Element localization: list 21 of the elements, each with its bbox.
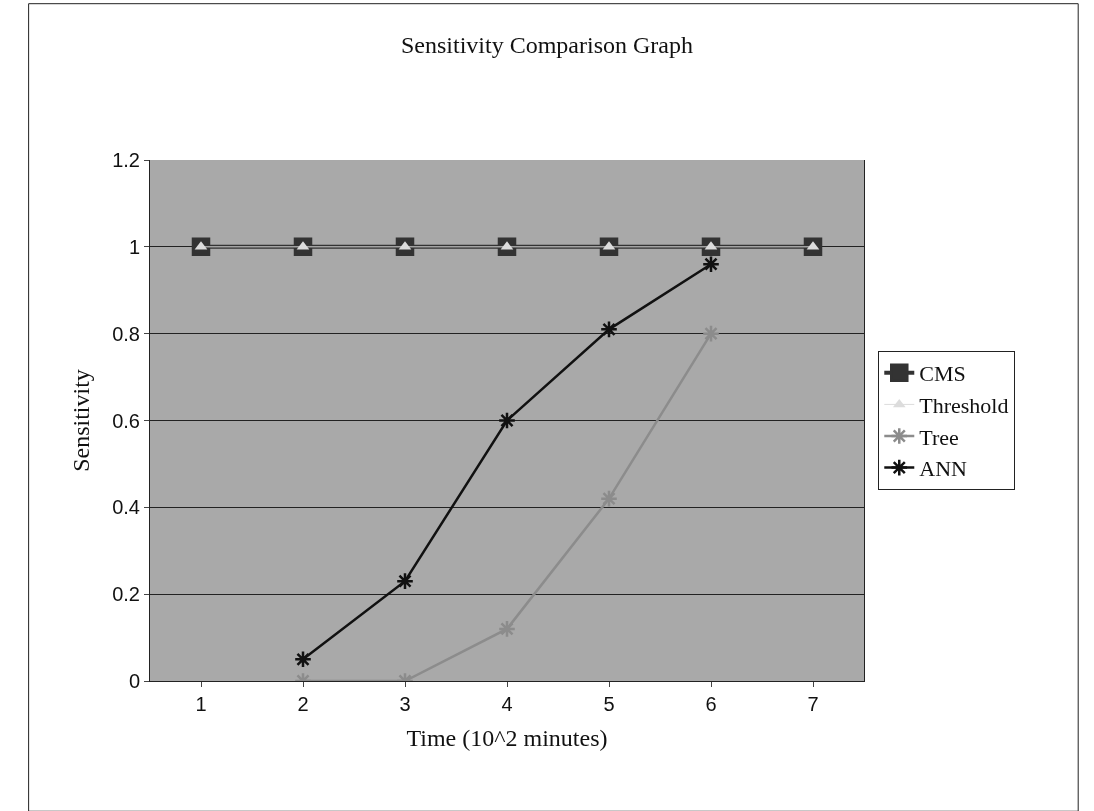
y-tick-label: 0.4 bbox=[112, 496, 140, 519]
y-tick-label: 0.8 bbox=[112, 322, 140, 345]
x-tick-label: 4 bbox=[501, 693, 513, 715]
legend-label: ANN bbox=[919, 456, 968, 482]
x-tick-label: 2 bbox=[297, 693, 309, 715]
y-tick-label: 0.2 bbox=[112, 583, 140, 606]
y-tick-label: 1 bbox=[128, 235, 140, 258]
x-tick-label: 3 bbox=[399, 693, 411, 715]
x-tick-label: 1 bbox=[195, 693, 207, 715]
x-tick-label: 5 bbox=[603, 693, 615, 715]
chart-title: Sensitivity Comparison Graph bbox=[401, 32, 693, 59]
x-tick-label: 6 bbox=[705, 693, 717, 715]
legend-label: Threshold bbox=[919, 392, 1009, 418]
x-tick-label: 7 bbox=[807, 693, 819, 715]
legend-label: Tree bbox=[919, 424, 959, 450]
legend-label: CMS bbox=[919, 361, 966, 387]
y-tick-label: 0 bbox=[128, 670, 140, 692]
x-axis-title: Time (10^2 minutes) bbox=[406, 725, 608, 752]
y-tick-label: 0.6 bbox=[112, 409, 140, 432]
y-tick-label: 1.2 bbox=[112, 149, 140, 171]
y-axis-title: Sensitivity bbox=[68, 369, 95, 472]
